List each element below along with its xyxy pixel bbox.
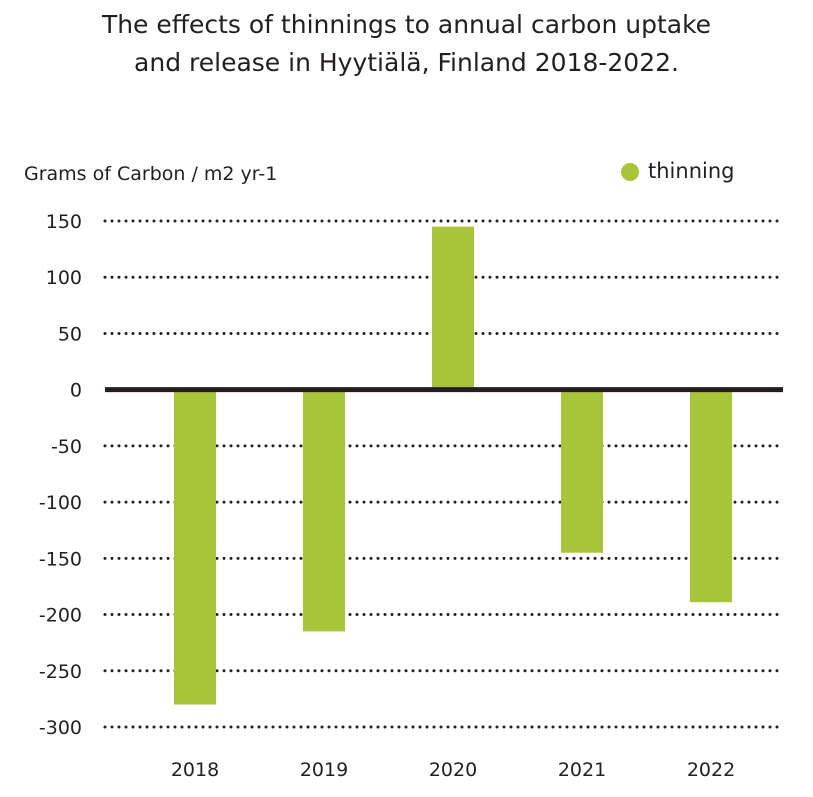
- x-tick-label: 2021: [558, 759, 606, 781]
- legend-label: thinning: [648, 159, 734, 183]
- x-tick-label: 2020: [429, 759, 477, 781]
- chart-title-line-2: and release in Hyytiälä, Finland 2018-20…: [134, 48, 679, 77]
- x-tick-label: 2019: [300, 759, 348, 781]
- bar-2021: [561, 389, 603, 553]
- y-tick-label: -250: [39, 661, 82, 683]
- y-tick-label: 150: [46, 211, 82, 233]
- y-axis-label: Grams of Carbon / m2 yr-1: [24, 163, 277, 185]
- x-tick-label: 2018: [171, 759, 219, 781]
- x-tick-label: 2022: [687, 759, 735, 781]
- bar-2019: [303, 389, 345, 632]
- y-tick-label: 0: [70, 380, 82, 402]
- y-tick-label: -150: [39, 548, 82, 570]
- y-tick-label: 100: [46, 267, 82, 289]
- bar-2020: [432, 226, 474, 390]
- bar-2022: [690, 389, 732, 603]
- y-tick-label: 50: [58, 323, 82, 345]
- y-tick-label: -300: [39, 717, 82, 739]
- y-tick-label: -200: [39, 605, 82, 627]
- chart-title: The effects of thinnings to annual carbo…: [0, 6, 813, 82]
- y-tick-label: -50: [51, 436, 82, 458]
- legend-swatch: [621, 163, 639, 181]
- y-tick-label: -100: [39, 492, 82, 514]
- bar-2018: [174, 389, 216, 705]
- chart-title-line-1: The effects of thinnings to annual carbo…: [101, 10, 712, 39]
